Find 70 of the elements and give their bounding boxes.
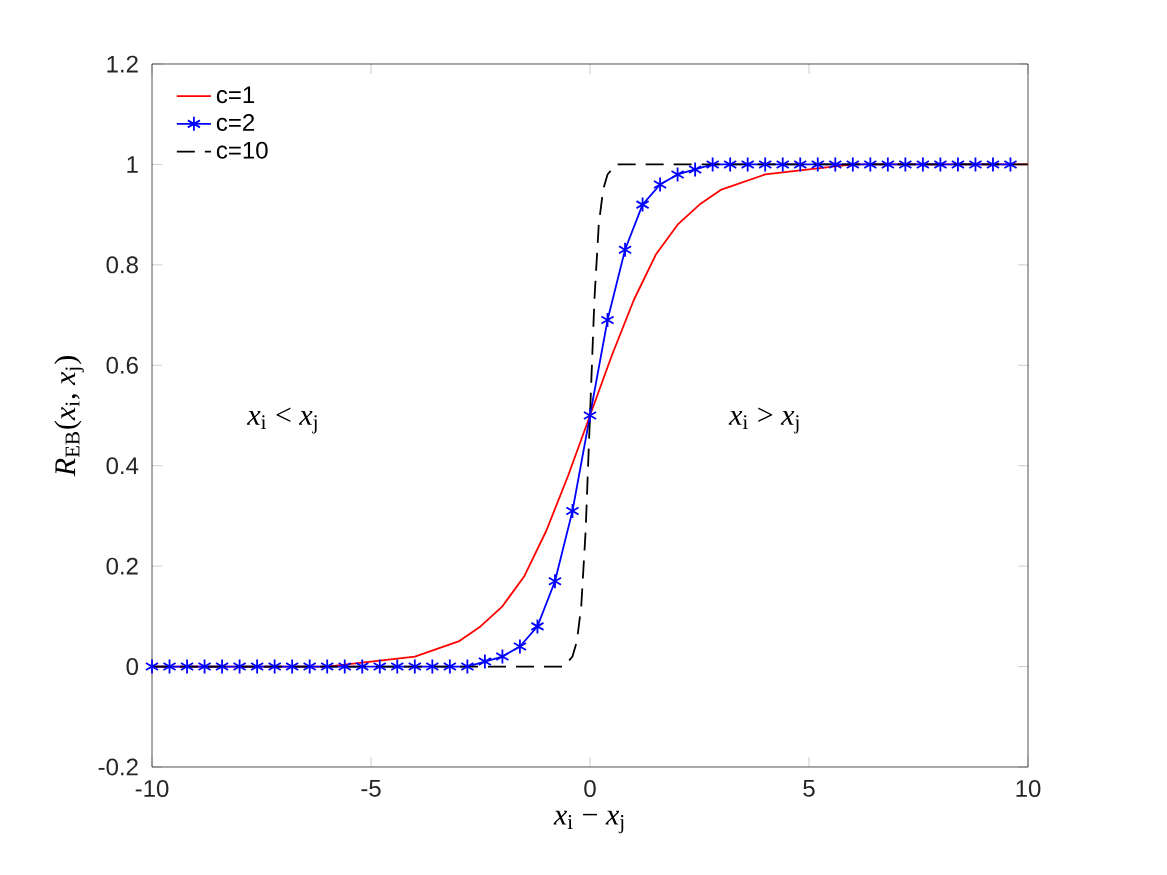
- point: [740, 156, 755, 173]
- y-tick-label: 1: [127, 156, 138, 173]
- annotation: x$_{i}$ > x$_{j}$: [728, 407, 799, 434]
- point: [758, 156, 773, 173]
- point: [162, 658, 177, 675]
- legend-label: c=10: [216, 141, 268, 159]
- y-tick-label: 0.6: [106, 356, 138, 374]
- point: [548, 573, 562, 590]
- point: [600, 312, 615, 328]
- x-tick-label: 0: [584, 780, 596, 798]
- point: [583, 407, 597, 424]
- y-tick-label: 0.8: [106, 256, 138, 274]
- point: [915, 156, 930, 173]
- point: [653, 176, 668, 193]
- y-tick-label: 0.2: [106, 557, 138, 575]
- point: [828, 156, 843, 173]
- point: [425, 658, 440, 675]
- point: [285, 658, 300, 675]
- point: [863, 156, 878, 173]
- point: [477, 653, 492, 670]
- y-tick-label: -0.2: [98, 758, 138, 776]
- x-tick-label: -5: [361, 780, 381, 797]
- point: [250, 658, 265, 675]
- point: [460, 658, 475, 675]
- point: [898, 156, 913, 173]
- point: [950, 156, 965, 173]
- point: [705, 156, 720, 173]
- point: [320, 658, 335, 675]
- point: [986, 156, 1000, 173]
- y-tick-label: 1.2: [107, 55, 138, 73]
- y-tick-label: 0.4: [106, 457, 139, 475]
- point: [302, 658, 317, 675]
- point: [407, 658, 422, 675]
- point: [512, 638, 527, 655]
- point: [933, 156, 948, 173]
- point: [670, 166, 685, 183]
- point: [267, 658, 282, 675]
- point: [337, 658, 352, 675]
- point: [880, 156, 895, 173]
- point: [810, 156, 825, 173]
- point: [968, 156, 983, 173]
- point: [530, 618, 545, 635]
- point: [1003, 156, 1018, 173]
- x-tick-label: 5: [803, 780, 815, 797]
- point: [635, 196, 650, 213]
- point: [793, 156, 808, 173]
- legend-label: c=2: [216, 113, 255, 131]
- y-tick-label: 0: [126, 658, 139, 676]
- point: [355, 658, 370, 675]
- point: [688, 161, 703, 178]
- point: [390, 658, 405, 675]
- point: [565, 503, 580, 519]
- point: [197, 658, 212, 675]
- x-axis-title: x$_{i}$ − x$_{j}$: [553, 810, 624, 834]
- text: R$_{EB}$(x$_{i}$, x$_{j}$): [54, 356, 84, 477]
- point: [232, 658, 247, 675]
- x-tick-label: -10: [135, 780, 169, 798]
- legend-label: c=1: [216, 86, 255, 104]
- point: [495, 648, 510, 665]
- x-tick-label: 10: [1016, 780, 1041, 798]
- point: [215, 658, 230, 675]
- point: [145, 658, 159, 675]
- point: [845, 156, 860, 173]
- point: [180, 658, 195, 675]
- point: [372, 658, 387, 675]
- point: [442, 658, 457, 675]
- point: [723, 156, 738, 173]
- point: [618, 241, 633, 258]
- annotation: x$_{i}$ < x$_{j}$: [246, 407, 317, 434]
- point: [775, 156, 790, 173]
